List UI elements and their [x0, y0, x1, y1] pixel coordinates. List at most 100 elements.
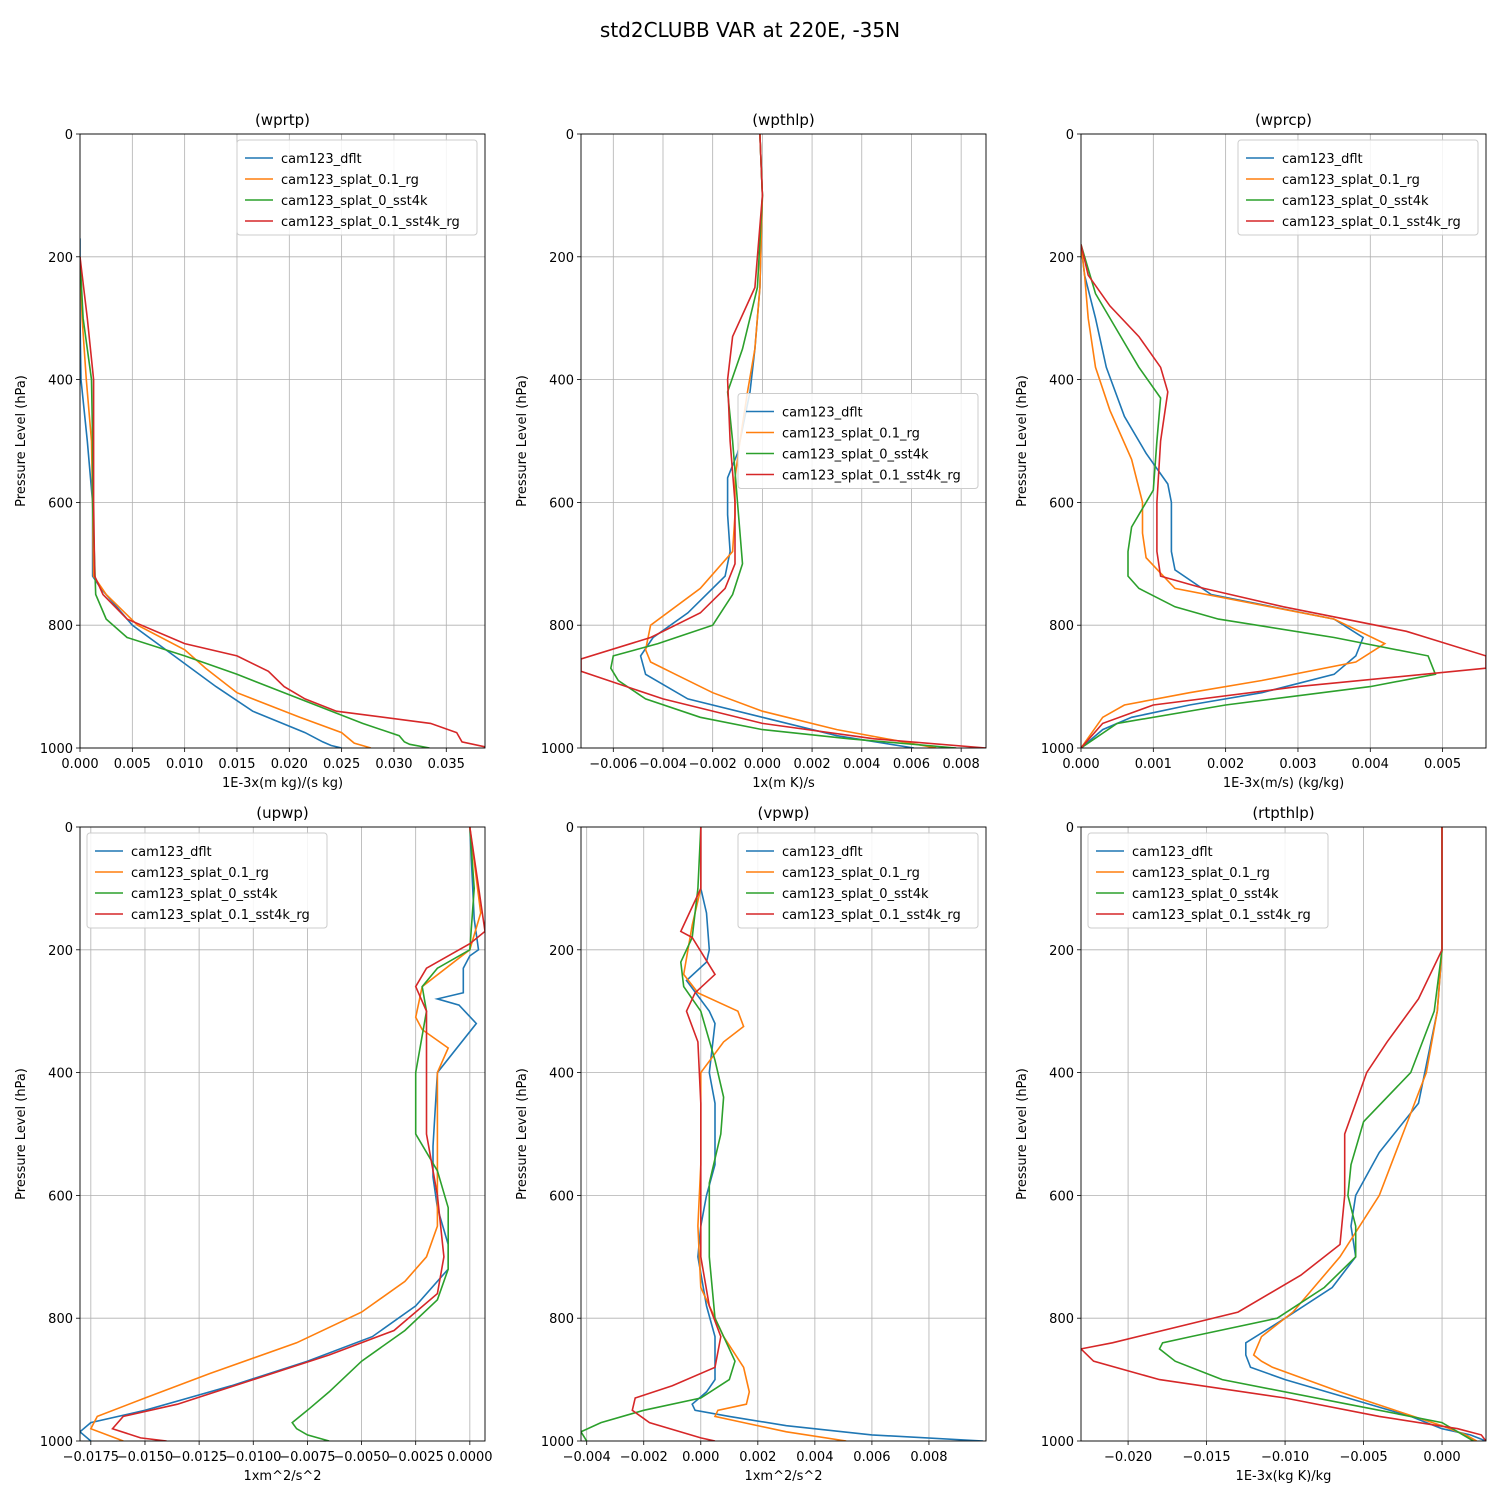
legend-label: cam123_splat_0.1_sst4k_rg: [131, 908, 310, 923]
series-line-0: [80, 827, 480, 1441]
x-tick-label: 0.004: [843, 757, 880, 772]
x-tick-label: 0.000: [61, 757, 98, 772]
legend-box: [737, 393, 979, 489]
y-tick-label: 600: [48, 1189, 73, 1204]
legend: cam123_dflt cam123_splat_0.1_rg cam123_spl…: [737, 393, 979, 489]
x-axis-label: 1E-3x(kg K)/kg: [1236, 1469, 1332, 1484]
plot-frame: [580, 826, 987, 1442]
subplot-wpthlp: −0.006 −0.004 −0.002 0.000 0.002 0.004 0.006 0.…: [515, 111, 987, 791]
series-line-3: [80, 256, 485, 748]
y-tick-label: 800: [48, 1312, 73, 1327]
x-axis-label: 1E-3x(m/s) (kg/kg): [1223, 776, 1344, 791]
y-tick-label: 200: [48, 944, 73, 959]
legend: cam123_dflt cam123_splat_0.1_rg cam123_spl…: [86, 832, 328, 929]
series-line-0: [80, 238, 342, 748]
y-tick-label: 1000: [40, 1435, 73, 1450]
x-tick-label: 0.002: [793, 757, 830, 772]
y-tick-label: 200: [549, 251, 574, 266]
legend-label: cam123_dflt: [1132, 845, 1213, 860]
y-tick-label: 800: [48, 619, 73, 634]
x-tick-label: −0.0125: [171, 1450, 227, 1465]
x-tick-label: 0.000: [682, 1450, 719, 1465]
y-axis-label: Pressure Level (hPa): [14, 375, 29, 507]
legend-box: [236, 139, 478, 236]
series-line-2: [581, 827, 736, 1441]
x-tick-label: 0.006: [853, 1450, 890, 1465]
legend-label: cam123_splat_0_sst4k: [281, 194, 428, 209]
legend: cam123_dflt cam123_splat_0.1_rg cam123_spl…: [1087, 832, 1329, 929]
y-tick-label: 400: [48, 374, 73, 389]
x-tick-label: 0.015: [218, 757, 255, 772]
y-tick-label: 600: [48, 496, 73, 511]
legend-label: cam123_splat_0.1_sst4k_rg: [782, 469, 961, 484]
y-tick-label: 1000: [541, 1435, 574, 1450]
x-tick-label: −0.005: [1340, 1450, 1388, 1465]
legend: cam123_dflt cam123_splat_0.1_rg cam123_spl…: [236, 139, 478, 236]
legend-label: cam123_splat_0.1_rg: [782, 427, 920, 442]
y-tick-label: 400: [48, 1067, 73, 1082]
series-line-2: [609, 134, 957, 748]
series-line-1: [1252, 827, 1477, 1441]
legend-box: [86, 832, 328, 929]
legend-box: [737, 832, 979, 929]
y-tick-label: 0: [566, 821, 574, 836]
legend-box: [1237, 139, 1479, 236]
y-tick-label: 0: [1066, 821, 1074, 836]
y-tick-label: 0: [65, 128, 73, 143]
legend: cam123_dflt cam123_splat_0.1_rg cam123_spl…: [1237, 139, 1479, 236]
x-tick-label: 0.003: [1279, 757, 1316, 772]
x-tick-label: 0.004: [796, 1450, 833, 1465]
legend-label: cam123_splat_0_sst4k: [1282, 194, 1429, 209]
y-tick-label: 600: [1049, 496, 1074, 511]
y-tick-label: 400: [549, 1067, 574, 1082]
plot-frame: [1080, 133, 1487, 749]
x-tick-label: 0.020: [271, 757, 308, 772]
y-tick-label: 800: [1049, 1312, 1074, 1327]
legend-label: cam123_dflt: [131, 845, 212, 860]
y-tick-label: 800: [549, 1312, 574, 1327]
subplot-title: (wprcp): [1255, 111, 1312, 129]
legend-label: cam123_splat_0.1_sst4k_rg: [1282, 215, 1461, 230]
y-axis-label: Pressure Level (hPa): [515, 1068, 530, 1200]
series-line-1: [80, 256, 372, 748]
legend-label: cam123_splat_0.1_rg: [1282, 173, 1420, 188]
legend-label: cam123_splat_0.1_sst4k_rg: [281, 215, 460, 230]
x-tick-label: 0.005: [1424, 757, 1461, 772]
x-tick-label: 0.030: [375, 757, 412, 772]
legend-label: cam123_dflt: [1282, 152, 1363, 167]
subplot-title: (vpwp): [758, 804, 810, 822]
x-tick-label: −0.0175: [63, 1450, 119, 1465]
y-tick-label: 400: [1049, 1067, 1074, 1082]
x-tick-label: −0.004: [563, 1450, 611, 1465]
legend-label: cam123_splat_0.1_rg: [131, 866, 269, 881]
series-line-3: [631, 827, 722, 1441]
y-tick-label: 600: [549, 1189, 574, 1204]
legend-box: [1087, 832, 1329, 929]
x-axis-label: 1x(m K)/s: [752, 776, 815, 791]
y-tick-label: 0: [1066, 128, 1074, 143]
y-tick-label: 800: [1049, 619, 1074, 634]
x-tick-label: 0.010: [166, 757, 203, 772]
y-axis-label: Pressure Level (hPa): [515, 375, 530, 507]
series-line-1: [644, 134, 937, 748]
y-axis-label: Pressure Level (hPa): [14, 1068, 29, 1200]
x-tick-label: −0.0075: [279, 1450, 335, 1465]
legend-label: cam123_splat_0_sst4k: [1132, 887, 1279, 902]
series-line-2: [1158, 827, 1474, 1441]
y-tick-label: 200: [48, 251, 73, 266]
series-line-3: [1081, 244, 1486, 748]
x-tick-label: −0.0100: [225, 1450, 281, 1465]
legend-label: cam123_splat_0_sst4k: [131, 887, 278, 902]
series-line-2: [80, 256, 430, 748]
subplot-grid: 0.000 0.005 0.010 0.015 0.020 0.025 0.030 0.035…: [14, 111, 1487, 1484]
subplot-title: (wprtp): [255, 111, 310, 129]
x-tick-label: 0.002: [739, 1450, 776, 1465]
y-tick-label: 1000: [541, 742, 574, 757]
x-tick-label: 0.035: [428, 757, 465, 772]
subplot-wprcp: 0.000 0.001 0.002 0.003 0.004 0.005 0 200 400 600…: [1015, 111, 1487, 791]
series-line-0: [1081, 244, 1365, 748]
x-tick-label: −0.004: [639, 757, 687, 772]
y-tick-label: 400: [549, 374, 574, 389]
